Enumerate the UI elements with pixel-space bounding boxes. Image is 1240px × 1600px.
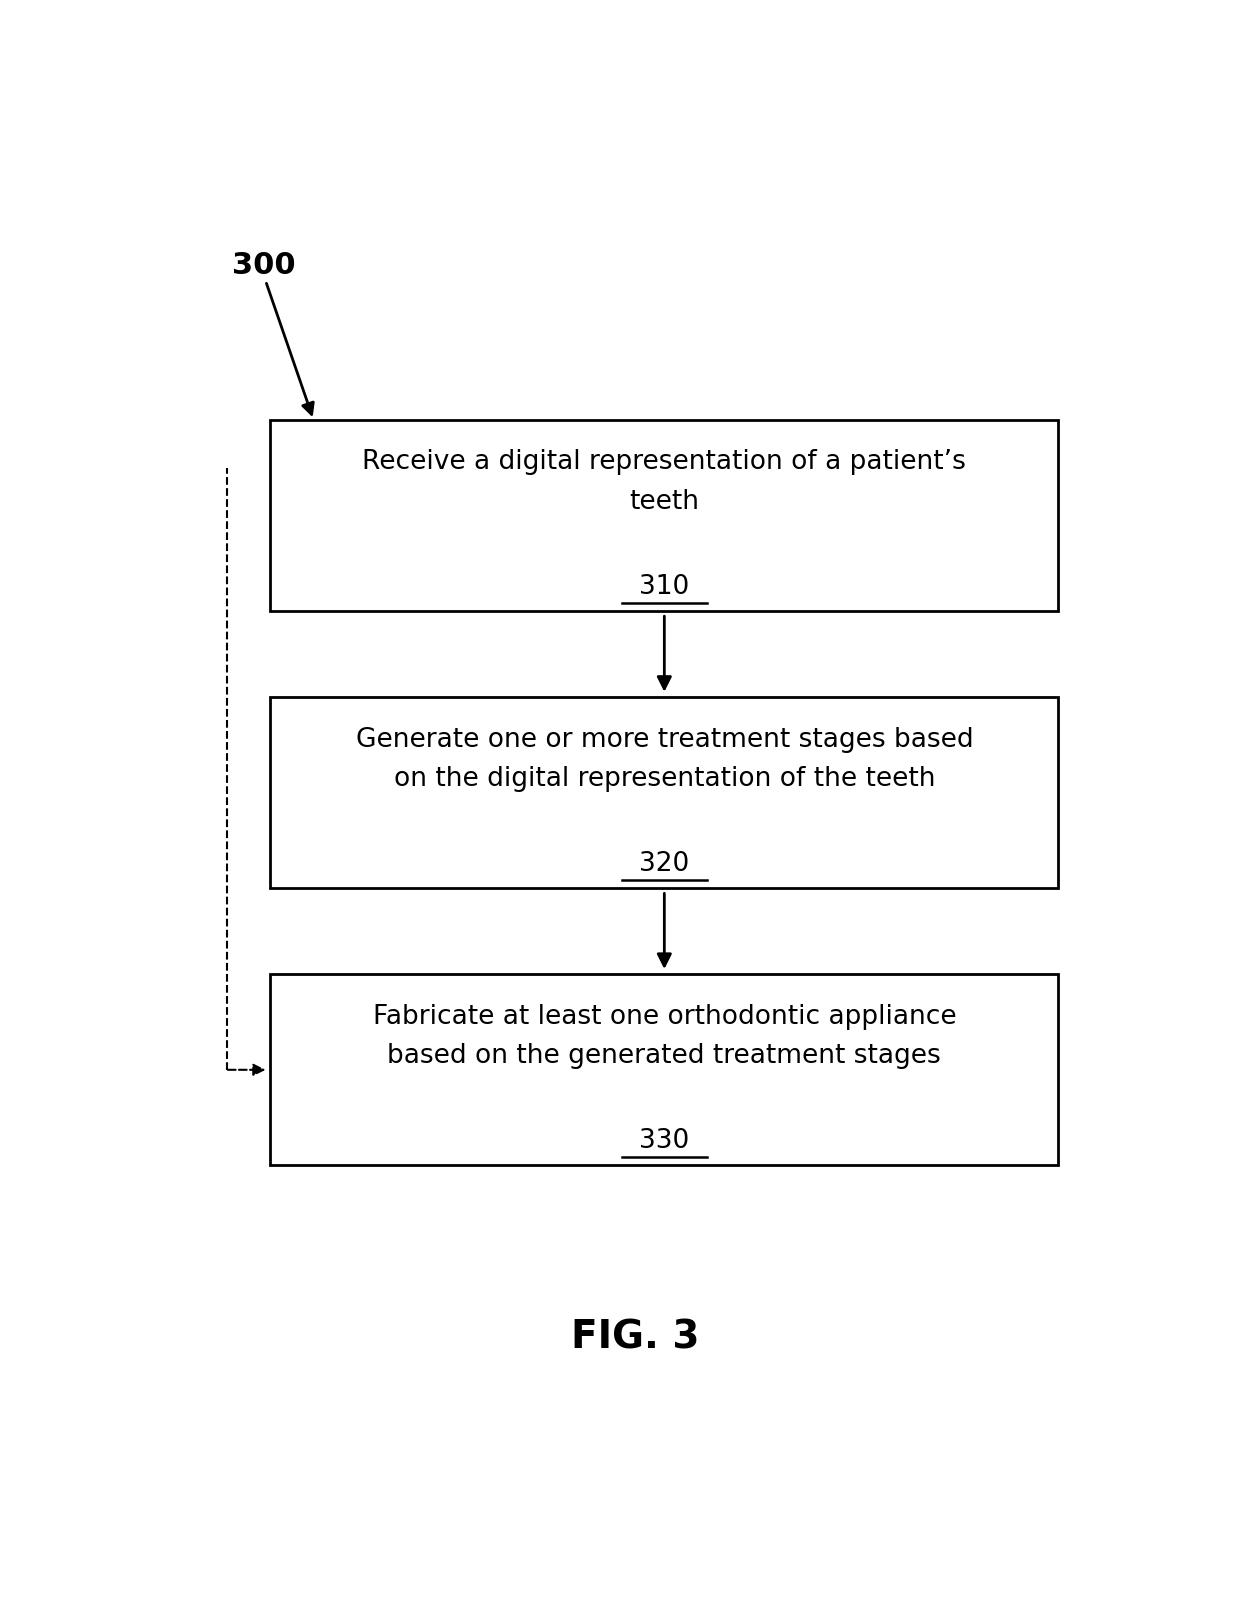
- Text: based on the generated treatment stages: based on the generated treatment stages: [387, 1043, 941, 1069]
- Text: on the digital representation of the teeth: on the digital representation of the tee…: [393, 766, 935, 792]
- FancyBboxPatch shape: [270, 974, 1058, 1165]
- Text: 320: 320: [639, 851, 689, 877]
- Text: FIG. 3: FIG. 3: [572, 1318, 699, 1357]
- Text: 300: 300: [232, 251, 295, 280]
- FancyBboxPatch shape: [270, 698, 1058, 888]
- Text: 330: 330: [639, 1128, 689, 1154]
- Text: Generate one or more treatment stages based: Generate one or more treatment stages ba…: [356, 726, 973, 752]
- Text: 310: 310: [639, 574, 689, 600]
- Text: Receive a digital representation of a patient’s: Receive a digital representation of a pa…: [362, 450, 966, 475]
- Text: teeth: teeth: [630, 490, 699, 515]
- Text: Fabricate at least one orthodontic appliance: Fabricate at least one orthodontic appli…: [372, 1003, 956, 1030]
- FancyBboxPatch shape: [270, 419, 1058, 611]
